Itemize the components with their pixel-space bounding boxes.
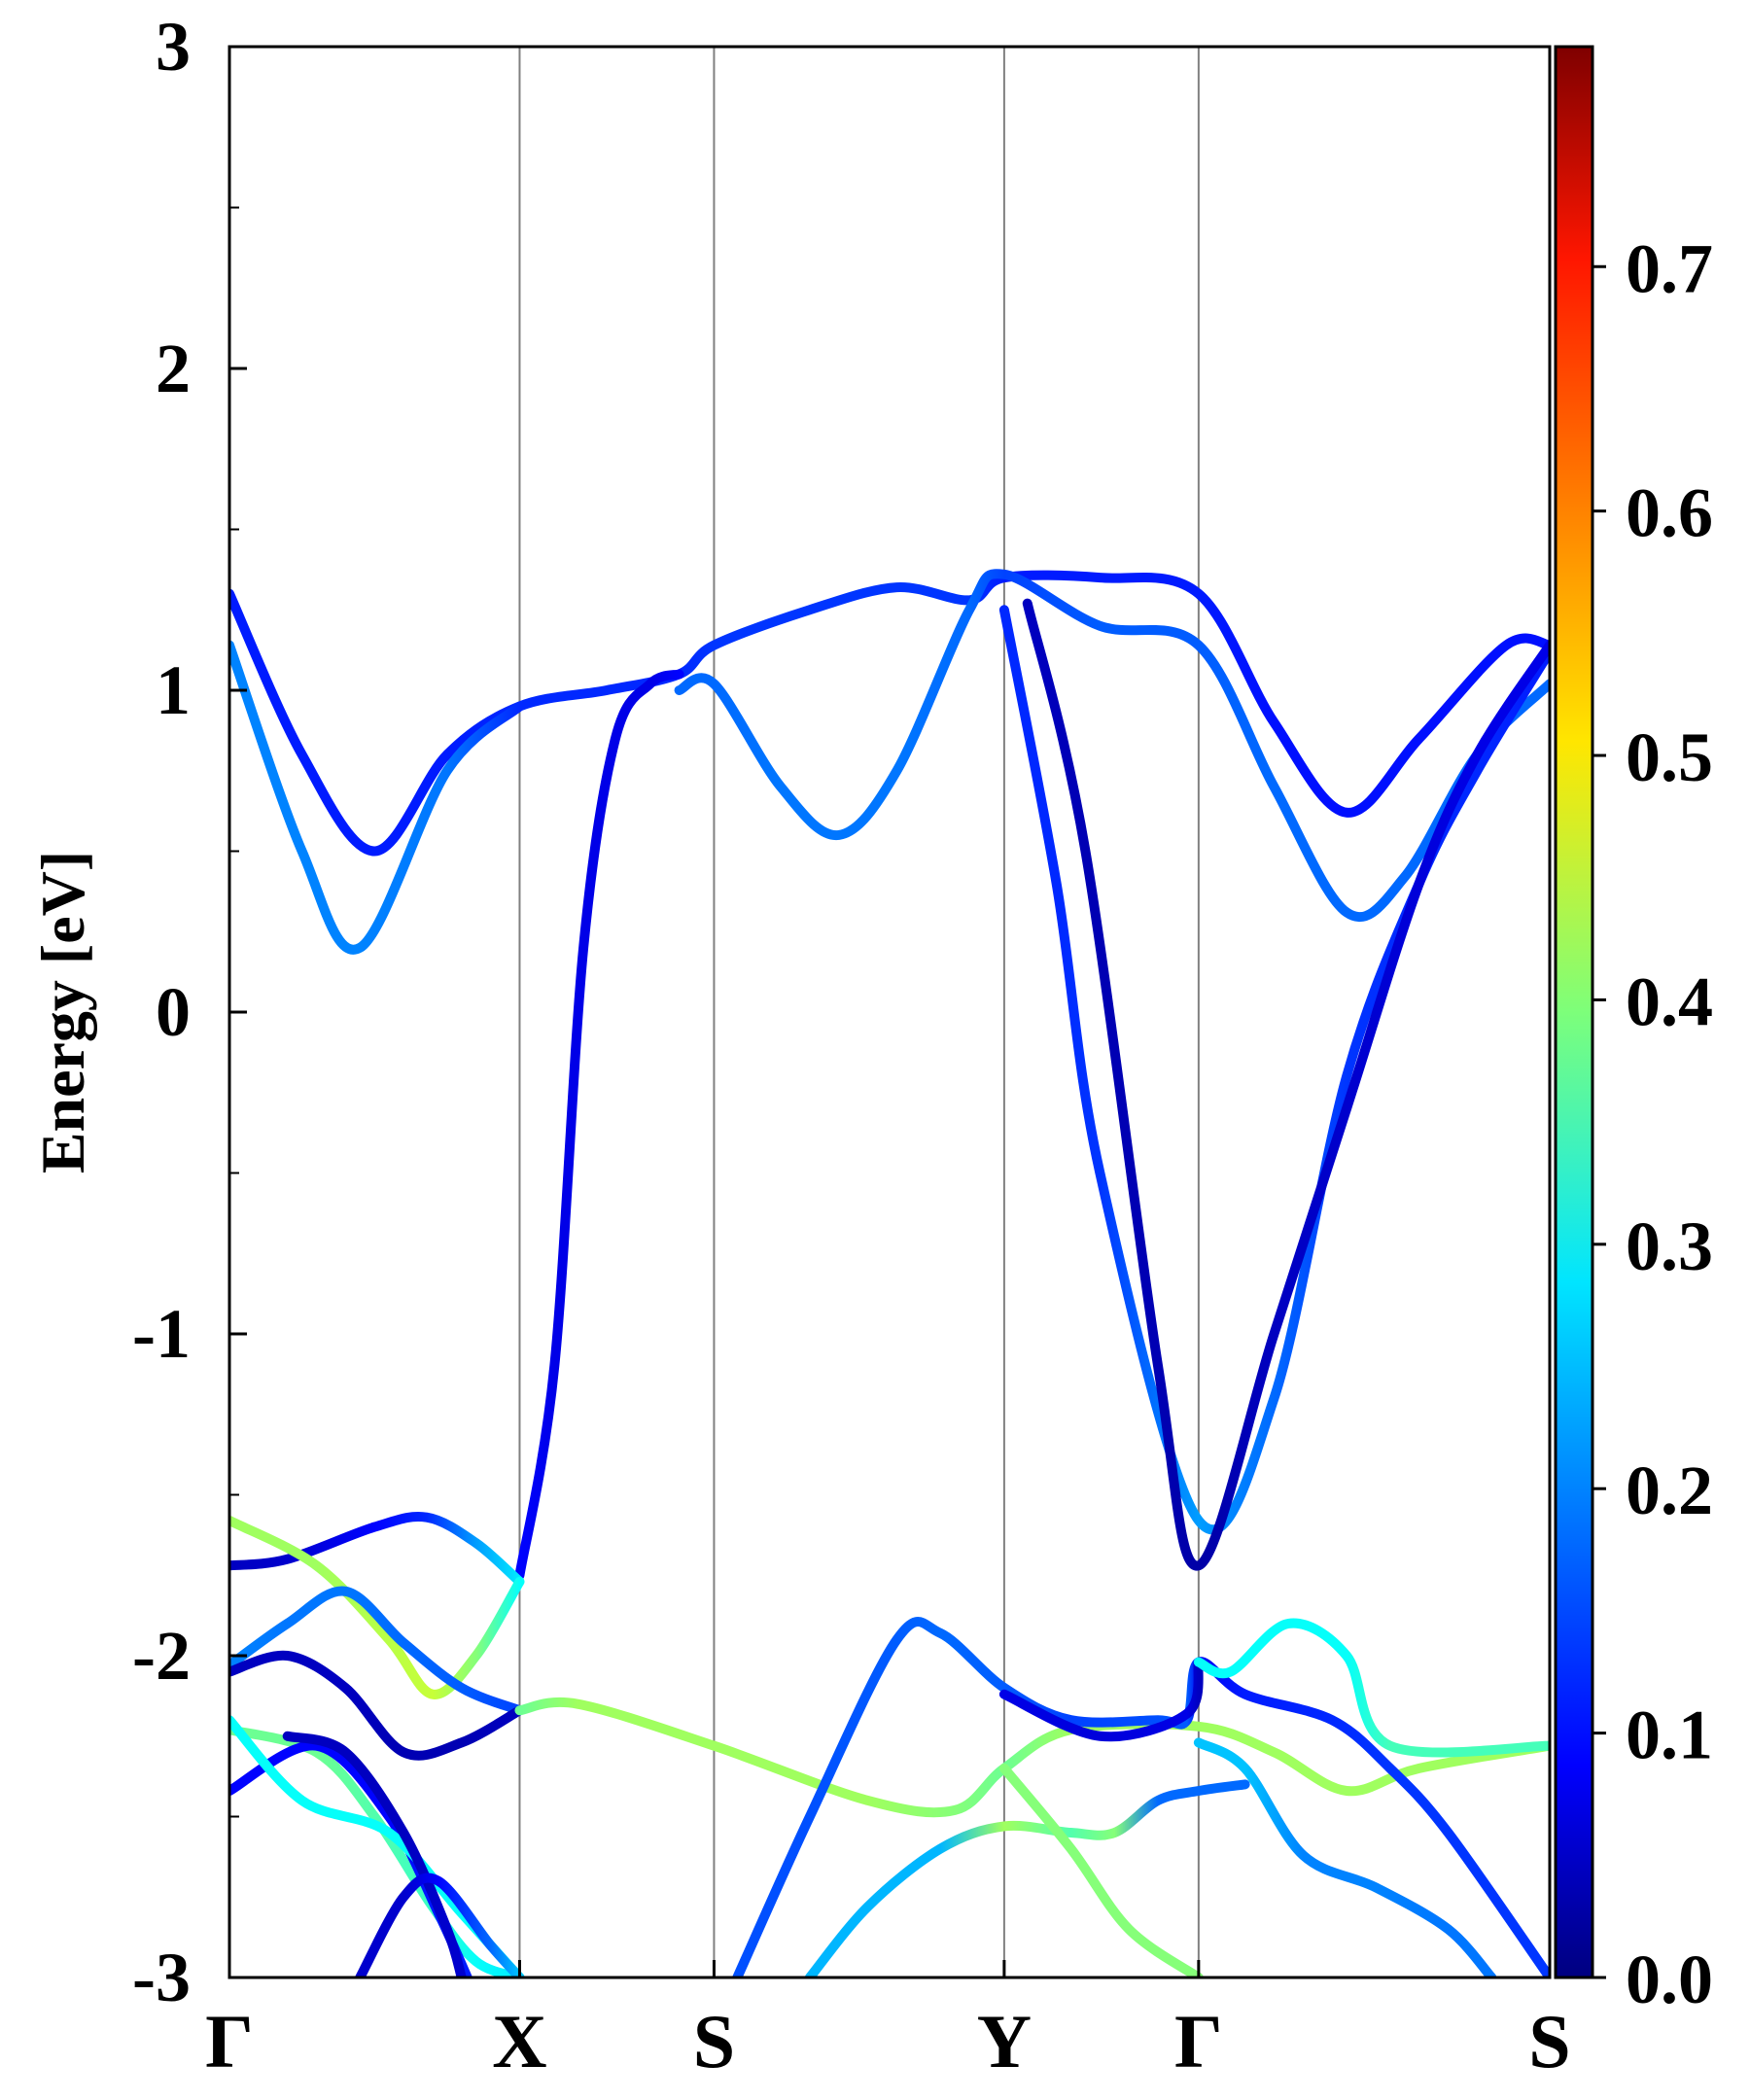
y-tick-label: 0 xyxy=(156,973,191,1051)
colorbar-axis: 0.0 0.1 0.2 0.3 0.4 0.5 0.6 0.7 xyxy=(1592,229,1713,2018)
band-line xyxy=(1193,1618,1550,1758)
x-tick-label: X xyxy=(492,1999,546,2083)
colorbar-tick-label: 0.6 xyxy=(1626,474,1713,552)
colorbar-tick-label: 0.5 xyxy=(1626,718,1713,796)
y-tick-label: -3 xyxy=(132,1939,191,2016)
band-line xyxy=(229,640,525,955)
y-tick-label: 1 xyxy=(156,651,191,729)
band-line xyxy=(229,570,1550,857)
band-line xyxy=(229,1515,525,1699)
colorbar xyxy=(1554,45,1594,1979)
colorbar-tick-label: 0.1 xyxy=(1626,1697,1713,1774)
band-line xyxy=(998,1763,1204,1978)
band-line xyxy=(229,1586,525,1716)
band-line xyxy=(282,1731,467,1978)
bands xyxy=(229,569,1550,1978)
x-tick-label: S xyxy=(1528,1999,1570,2083)
x-tick-label: S xyxy=(693,1999,735,2083)
band-line xyxy=(514,669,684,1581)
band-line xyxy=(514,1697,1550,1818)
colorbar-tick-label: 0.4 xyxy=(1626,962,1713,1040)
y-tick-label: 2 xyxy=(156,330,191,407)
band-line xyxy=(229,1650,525,1761)
band-line xyxy=(998,605,1550,1535)
colorbar-tick-label: 0.7 xyxy=(1626,229,1713,307)
y-axis: 3 2 1 0 -1 -2 -3 xyxy=(132,8,247,2016)
band-line xyxy=(998,1657,1204,1742)
x-tick-label: Y xyxy=(977,1999,1032,2083)
band-line xyxy=(804,1779,1250,1978)
x-tick-label: Γ xyxy=(205,1999,254,2083)
colorbar-tick-label: 0.0 xyxy=(1626,1941,1713,2018)
colorbar-tick-label: 0.2 xyxy=(1626,1452,1713,1529)
band-line xyxy=(1193,1737,1497,1978)
colorbar-tick-label: 0.3 xyxy=(1626,1208,1713,1285)
y-axis-label: Energy [eV] xyxy=(28,851,97,1173)
y-tick-label: -1 xyxy=(132,1295,191,1373)
y-tick-label: 3 xyxy=(156,8,191,86)
x-tick-label: Γ xyxy=(1174,1999,1223,2083)
y-tick-label: -2 xyxy=(132,1617,191,1695)
band-line xyxy=(229,1512,525,1587)
band-line xyxy=(674,569,1550,923)
high-symmetry-lines xyxy=(518,47,1200,1978)
band-line xyxy=(1022,598,1550,1571)
band-line xyxy=(355,1872,525,1978)
